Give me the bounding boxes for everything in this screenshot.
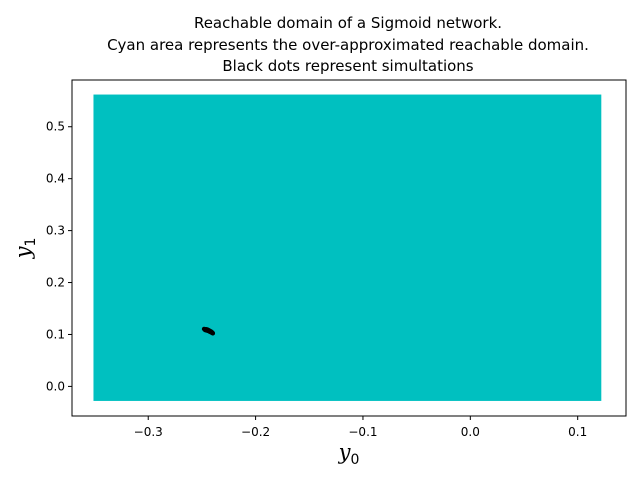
- x-tick-label: −0.1: [348, 425, 377, 439]
- x-axis-label: y0: [338, 440, 360, 468]
- y-tick-label: 0.5: [46, 120, 65, 134]
- y-tick-label: 0.3: [46, 224, 65, 238]
- simulation-point: [210, 330, 215, 335]
- y-axis-ticks: 0.0 0.1 0.2 0.3 0.4 0.5: [46, 120, 72, 393]
- chart-title-line-2: Cyan area represents the over-approximat…: [107, 36, 589, 54]
- y-axis-label: y1: [11, 238, 39, 260]
- y-tick-label: 0.0: [46, 379, 65, 393]
- x-tick-label: −0.3: [134, 425, 163, 439]
- plot-frame: [71, 79, 627, 417]
- x-tick-label: −0.2: [241, 425, 270, 439]
- y-axis-label-subscript: 1: [23, 238, 39, 247]
- y-axis-label-base: y: [11, 245, 35, 259]
- x-axis-ticks: −0.3 −0.2 −0.1 0.0 0.1: [134, 416, 587, 439]
- x-tick-label: 0.0: [461, 425, 480, 439]
- y-tick-label: 0.4: [46, 172, 65, 186]
- chart-title: Reachable domain of a Sigmoid network. C…: [107, 14, 589, 75]
- chart-title-line-1: Reachable domain of a Sigmoid network.: [194, 14, 502, 32]
- simulation-points: [201, 326, 216, 336]
- x-tick-label: 0.1: [568, 425, 587, 439]
- reachable-domain-region: [93, 94, 602, 401]
- chart-title-line-3: Black dots represent simultations: [222, 57, 473, 75]
- x-axis-label-subscript: 0: [350, 452, 359, 468]
- y-tick-label: 0.2: [46, 276, 65, 290]
- y-tick-label: 0.1: [46, 327, 65, 341]
- x-axis-label-base: y: [338, 440, 352, 464]
